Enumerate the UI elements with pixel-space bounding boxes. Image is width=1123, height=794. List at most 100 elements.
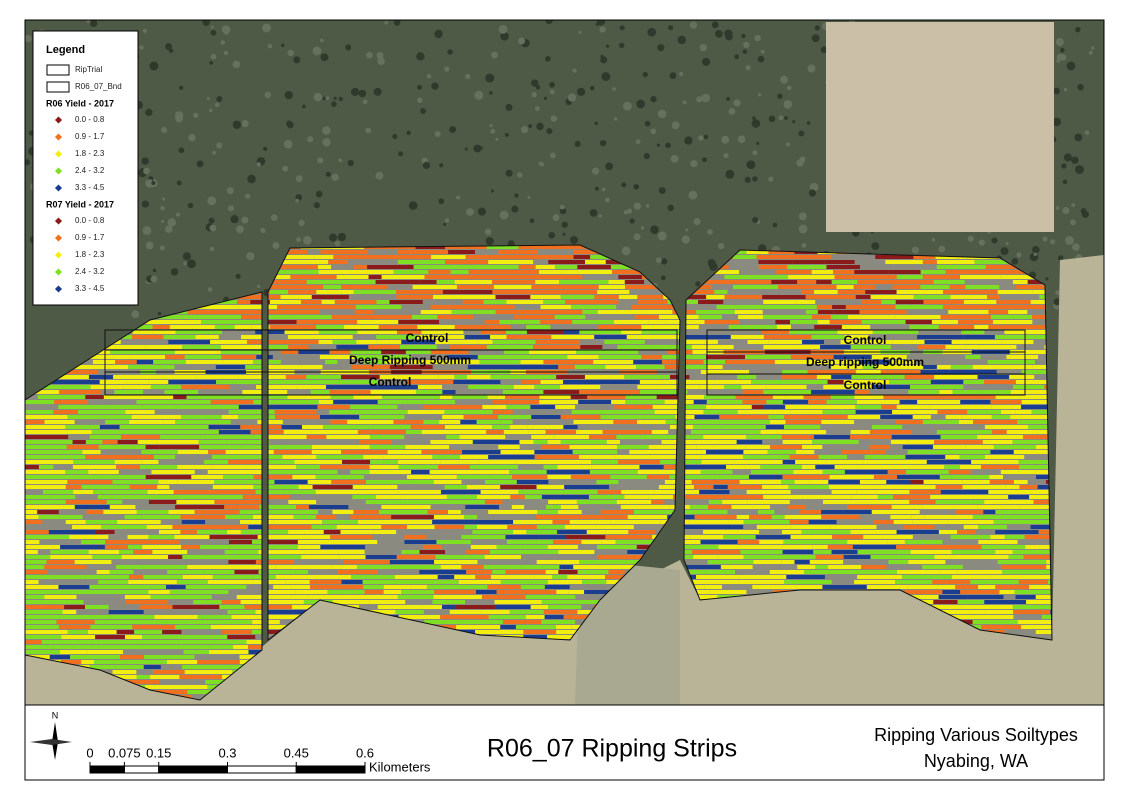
tree (562, 232, 566, 236)
yield-swath (375, 280, 420, 284)
yield-swath (658, 485, 675, 489)
yield-swath (822, 585, 867, 589)
yield-swath (965, 445, 994, 449)
yield-swath (850, 430, 870, 434)
yield-swath (596, 525, 634, 529)
tree (682, 100, 687, 105)
yield-swath (760, 430, 783, 434)
strip-label: Deep ripping 500mm (806, 355, 924, 369)
tree (209, 246, 215, 252)
yield-swath (541, 600, 559, 604)
yield-swath (316, 290, 342, 294)
tree (187, 202, 194, 209)
tree (207, 196, 217, 206)
yield-swath (274, 310, 320, 314)
tree (589, 209, 598, 217)
yield-swath (995, 530, 1039, 534)
yield-swath (931, 320, 959, 324)
yield-swath (252, 580, 286, 584)
yield-swath (25, 565, 45, 569)
tree (358, 89, 367, 98)
yield-swath (365, 500, 385, 504)
yield-swath (694, 515, 737, 519)
tree (302, 104, 306, 109)
yield-swath (293, 515, 317, 519)
yield-swath (640, 435, 668, 439)
tree (488, 91, 493, 95)
yield-swath (848, 315, 896, 319)
yield-swath (89, 665, 115, 669)
yield-swath (743, 555, 781, 559)
yield-swath (933, 280, 965, 284)
tree (528, 124, 533, 129)
yield-swath (700, 455, 744, 459)
yield-swath (978, 540, 1018, 544)
yield-swath (337, 335, 353, 339)
yield-swath (560, 295, 595, 299)
yield-swath (749, 475, 783, 479)
yield-swath (896, 545, 934, 549)
yield-swath (81, 660, 94, 664)
yield-swath (615, 540, 658, 544)
yield-swath (763, 545, 788, 549)
yield-swath (907, 450, 950, 454)
yield-swath (316, 515, 337, 519)
yield-swath (407, 525, 435, 529)
tree (626, 208, 633, 214)
yield-swath (1046, 560, 1052, 564)
yield-swath (326, 435, 371, 439)
tree (783, 99, 793, 109)
yield-swath (56, 450, 83, 454)
yield-swath (329, 390, 371, 394)
yield-swath (208, 425, 241, 429)
yield-swath (481, 595, 526, 599)
yield-swath (572, 320, 615, 324)
yield-swath (175, 625, 211, 629)
yield-swath (621, 490, 655, 494)
tree (334, 240, 341, 247)
yield-swath (350, 470, 370, 474)
yield-swath (318, 270, 351, 274)
tree (643, 152, 650, 160)
yield-swath (858, 360, 892, 364)
yield-swath (341, 290, 354, 294)
yield-swath (1014, 570, 1052, 574)
scale-label: 0.3 (218, 745, 236, 760)
tree (182, 252, 191, 261)
boundaries (25, 244, 1053, 701)
tree (967, 235, 974, 242)
yield-swath (58, 625, 91, 629)
yield-swath (794, 560, 810, 564)
yield-swath (969, 270, 1017, 274)
yield-swath (600, 510, 634, 514)
yield-swath (257, 455, 283, 459)
yield-swath (901, 555, 935, 559)
yield-swath (863, 535, 913, 539)
yield-swath (275, 575, 317, 579)
yield-swath (821, 515, 861, 519)
tree (226, 187, 234, 195)
yield-swath (617, 345, 639, 349)
yield-swath (805, 310, 818, 314)
yield-swath (25, 580, 39, 584)
yield-swath (352, 485, 398, 489)
yield-swath (319, 465, 370, 469)
yield-swath (887, 540, 905, 544)
yield-swath (318, 400, 334, 404)
yield-swath (641, 325, 677, 329)
tree (623, 210, 629, 215)
yield-swath (430, 440, 473, 444)
yield-swath (143, 575, 183, 579)
yield-swath (523, 610, 544, 614)
yield-swath (136, 510, 169, 514)
yield-swath (25, 460, 74, 464)
yield-swath (228, 460, 266, 464)
yield-swath (177, 480, 215, 484)
yield-swath (85, 575, 130, 579)
yield-swath (783, 425, 821, 429)
yield-swath (763, 300, 796, 304)
yield-swath (254, 380, 301, 384)
yield-swath (554, 435, 590, 439)
yield-swath (311, 430, 358, 434)
